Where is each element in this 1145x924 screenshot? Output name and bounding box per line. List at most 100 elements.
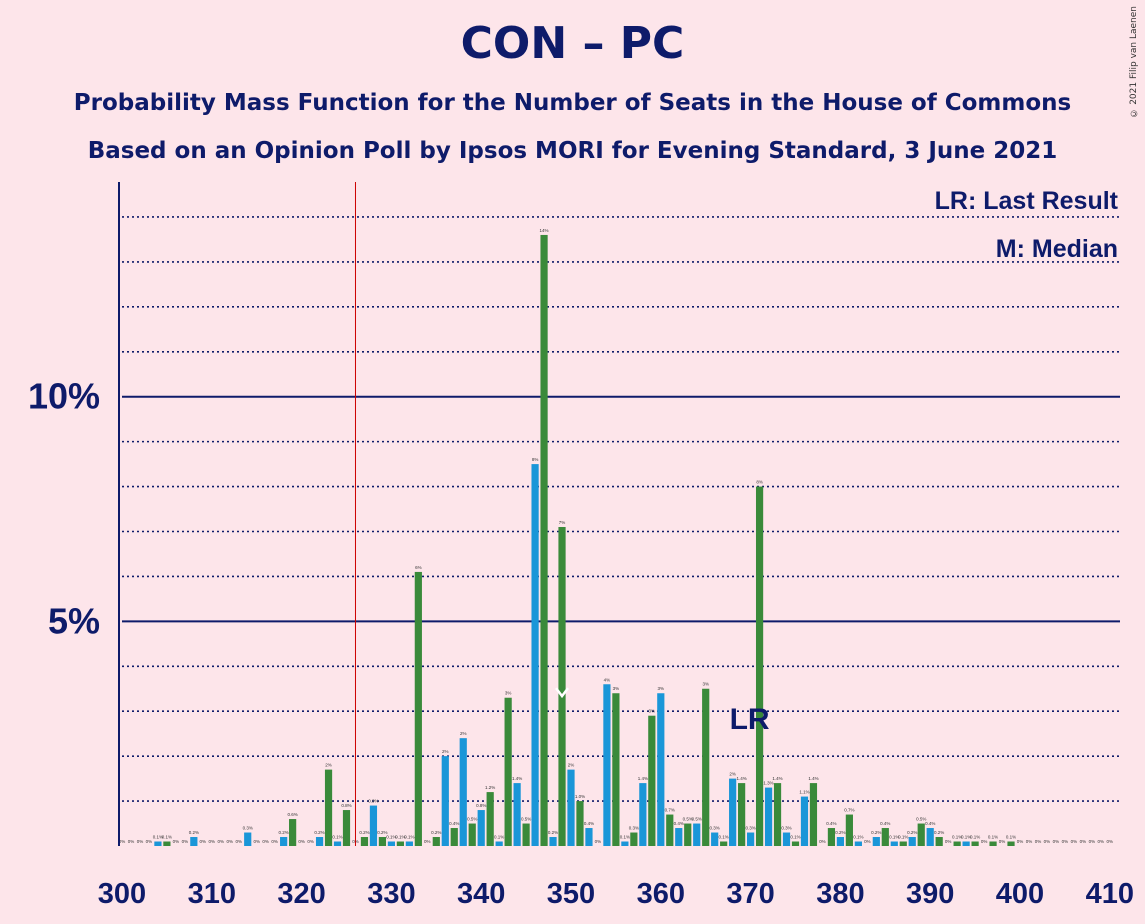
x-tick-label: 400 (996, 878, 1044, 910)
bar (441, 756, 449, 846)
bar (163, 841, 171, 846)
median-marker (555, 687, 570, 699)
bar-value-label: 0% (1053, 839, 1060, 844)
bar (953, 841, 961, 846)
bar (549, 837, 557, 846)
bar-value-label: 0.5% (692, 817, 702, 822)
bar-value-label: 0.2% (835, 830, 845, 835)
bar-value-label: 0% (1035, 839, 1042, 844)
bar-value-label: 1.3% (763, 781, 773, 786)
x-tick-label: 320 (277, 878, 325, 910)
bar (432, 837, 440, 846)
bar (666, 814, 674, 846)
bar (522, 823, 530, 846)
bar-value-label: 0.4% (880, 821, 890, 826)
bar (333, 841, 342, 846)
bar-value-label: 0.3% (710, 826, 720, 831)
bar (405, 841, 413, 846)
bar (612, 693, 620, 846)
bar-value-label: 1.4% (512, 776, 522, 781)
bar-value-label: 0.5% (683, 817, 693, 822)
bar-value-label: 0.1% (1006, 835, 1016, 840)
chart-title: CON – PC (460, 18, 685, 69)
bar-value-label: 0.1% (494, 835, 504, 840)
x-tick-label: 350 (547, 878, 595, 910)
bar (486, 792, 494, 846)
bars (154, 234, 1015, 846)
bar-value-label: 0.3% (629, 826, 639, 831)
bar-value-label: 0.4% (826, 821, 836, 826)
bar (764, 787, 773, 846)
bar (315, 837, 324, 846)
x-tick-label: 370 (726, 878, 774, 910)
x-tick-label: 310 (188, 878, 236, 910)
x-tick-label: 380 (816, 878, 864, 910)
x-tick-label: 330 (367, 878, 415, 910)
bar-value-label: 0.9% (368, 799, 378, 804)
bar-value-label: 1.4% (808, 776, 818, 781)
bar-value-label: 0% (595, 839, 602, 844)
bar-value-label: 0.4% (584, 821, 594, 826)
bar-value-label: 2% (460, 731, 467, 736)
bar (747, 832, 755, 846)
bar-value-label: 0.1% (970, 835, 980, 840)
bar (872, 837, 880, 846)
bar-value-label: 0.2% (934, 830, 944, 835)
bar (675, 828, 683, 846)
bar-value-label: 0.6% (287, 812, 297, 817)
bar-value-label: 0.1% (952, 835, 962, 840)
bar-value-label: 0.2% (907, 830, 917, 835)
bar-value-label: 1.4% (638, 776, 648, 781)
bar (989, 841, 997, 846)
bar-value-label: 0% (235, 839, 242, 844)
bar-value-label: 0% (173, 839, 180, 844)
bar-value-label: 1.0% (575, 794, 585, 799)
bar-value-label: 0% (227, 839, 234, 844)
bar-value-label: 0% (262, 839, 269, 844)
bar (881, 828, 889, 846)
bar (854, 841, 862, 846)
bar-value-label: 0.5% (916, 817, 926, 822)
bar-value-label: 0% (999, 839, 1006, 844)
bar-value-label: 0% (253, 839, 260, 844)
bar (926, 828, 934, 846)
bar (971, 841, 979, 846)
bar (360, 837, 369, 846)
chart-subtitle: Probability Mass Function for the Number… (73, 90, 1072, 116)
x-tick-label: 410 (1086, 878, 1134, 910)
bar (773, 783, 782, 846)
bar (468, 823, 476, 846)
bar-value-label: 0.2% (359, 830, 369, 835)
bar-value-label: 0% (1026, 839, 1033, 844)
bar (513, 783, 521, 846)
bar (729, 778, 737, 846)
bar-value-label: 0% (981, 839, 988, 844)
bar-value-label: 2% (325, 763, 332, 768)
bar (459, 738, 467, 846)
bar (1007, 841, 1015, 846)
bar-value-label: 0.2% (189, 830, 199, 835)
bar-value-label: 8% (756, 480, 763, 485)
bar-value-label: 0% (298, 839, 305, 844)
bar-value-label: 0.1% (719, 835, 729, 840)
bar-value-label: 0.1% (889, 835, 899, 840)
axes: LR 5% 10% 300 310 320 330 340 350 360 370 380 390 400… (28, 182, 1134, 910)
bar-value-label: 2% (568, 763, 575, 768)
x-tick-label: 390 (906, 878, 954, 910)
bar (190, 837, 198, 846)
bar-value-label: 0.2% (314, 830, 324, 835)
bar-value-label: 0% (209, 839, 216, 844)
bar (836, 837, 844, 846)
bar (280, 837, 288, 846)
x-tick-label: 340 (457, 878, 505, 910)
bar (289, 819, 297, 846)
bar (244, 832, 252, 846)
bar (585, 828, 593, 846)
bar (414, 571, 422, 846)
bar-value-label: 3% (649, 709, 656, 714)
bar (396, 841, 404, 846)
bar-value-label: 0% (1017, 839, 1024, 844)
y-tick-label: 10% (28, 376, 100, 417)
x-tick-label: 300 (98, 878, 146, 910)
